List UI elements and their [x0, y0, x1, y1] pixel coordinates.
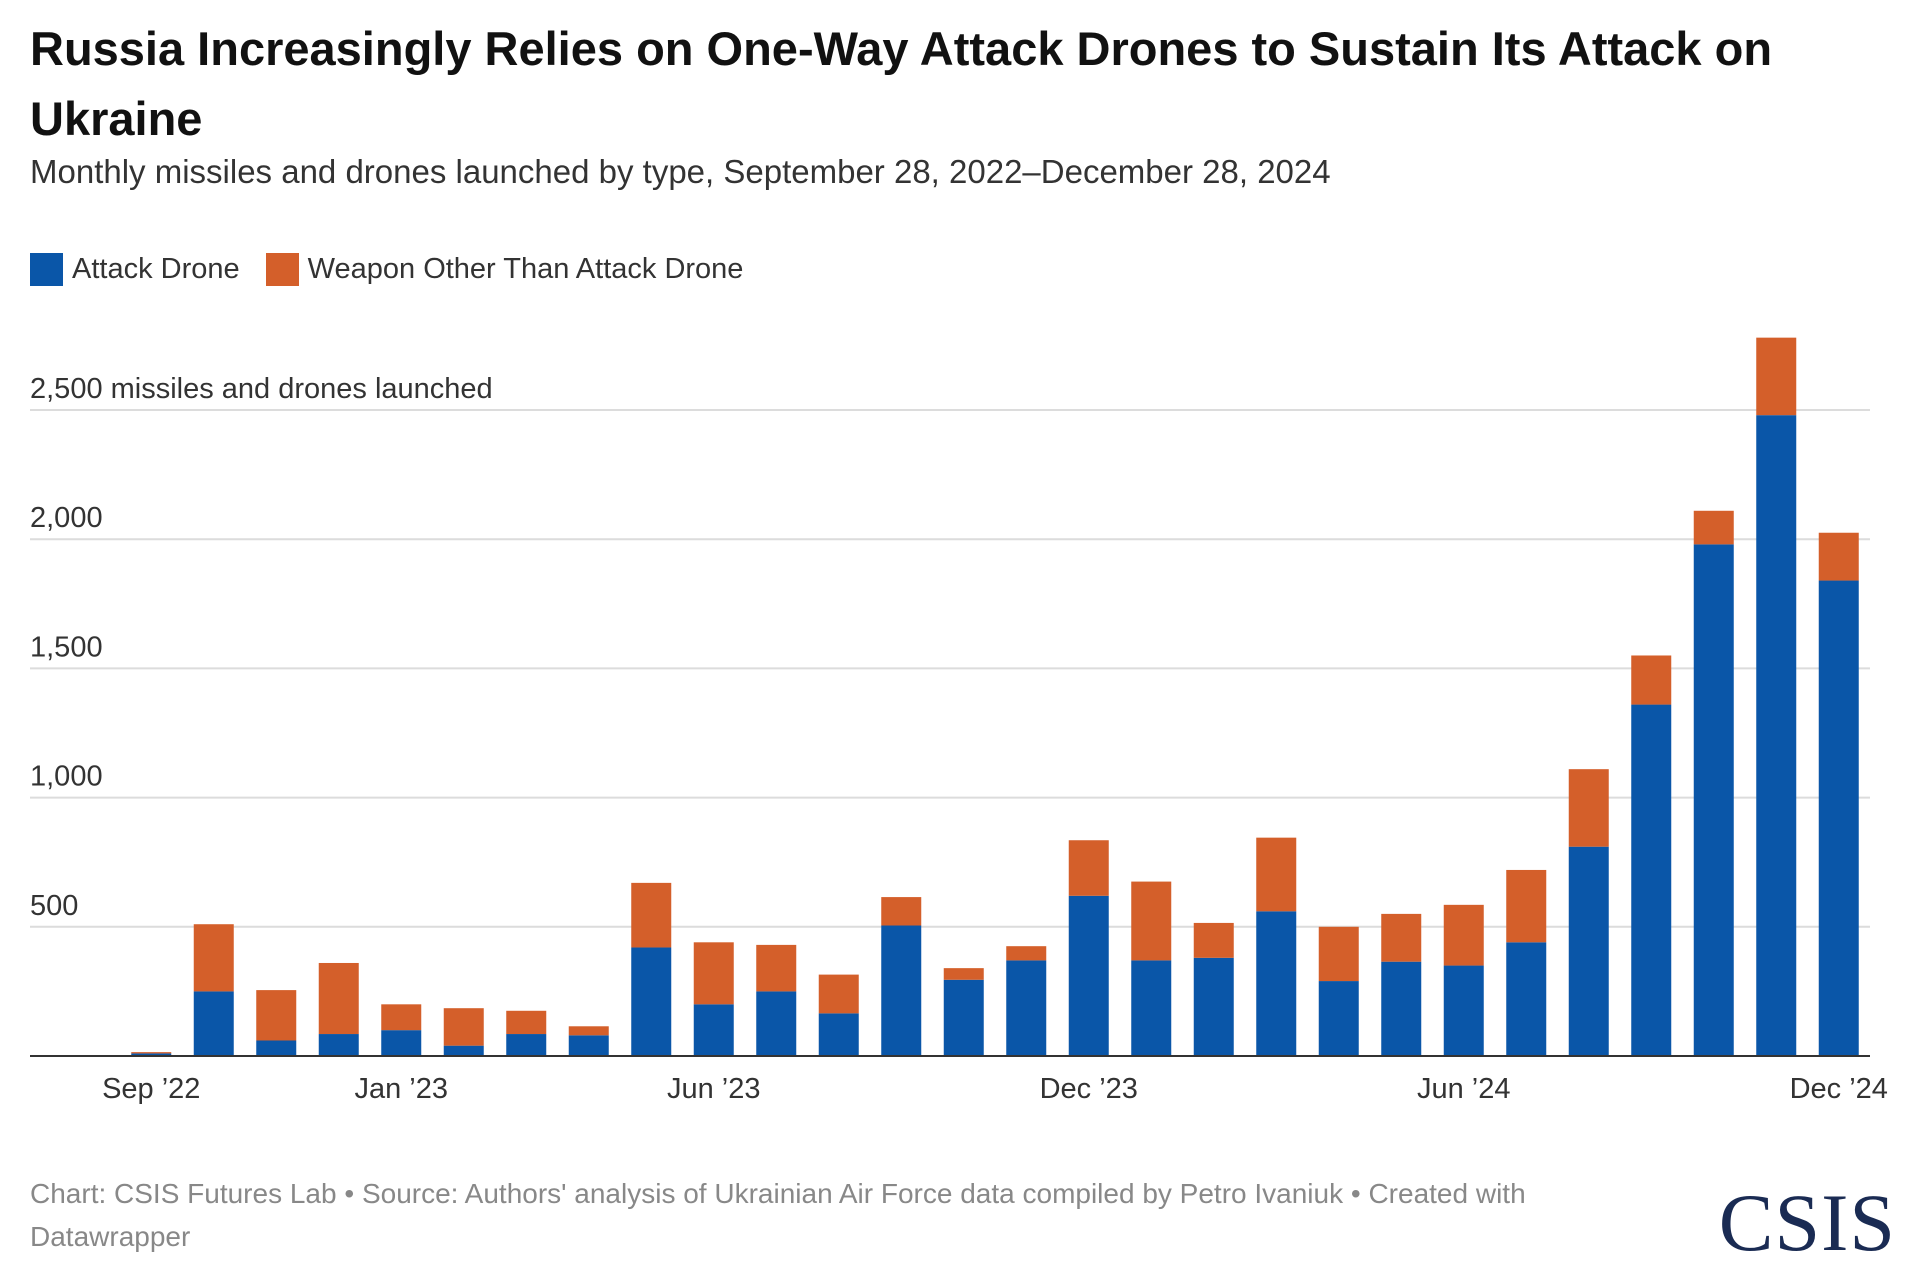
y-tick-label: 2,000	[30, 502, 103, 534]
bar-attack-drone	[1693, 544, 1734, 1056]
bar-attack-drone	[756, 991, 797, 1056]
legend-item-attack-drone: Attack Drone	[30, 253, 240, 286]
bar-other-weapon	[1318, 926, 1359, 982]
bar-other-weapon	[506, 1010, 547, 1035]
bar-other-weapon	[256, 990, 297, 1041]
bar-other-weapon	[1818, 532, 1859, 581]
stacked-bar-chart: 500 1,000 1,500 2,000 2,500 missiles and dro…	[30, 337, 1888, 1105]
y-tick-label: 2,500 missiles and drones launched	[30, 373, 493, 405]
bar-other-weapon	[1068, 840, 1109, 896]
bar-other-weapon	[381, 1004, 422, 1031]
x-tick-label: Jun ’24	[1417, 1073, 1511, 1105]
bar-attack-drone	[1381, 961, 1422, 1056]
bar-other-weapon	[693, 942, 734, 1005]
y-tick-label: 1,500	[30, 631, 103, 663]
bar-other-weapon	[881, 897, 922, 926]
legend-swatch-attack-drone	[30, 253, 63, 286]
bar-attack-drone	[381, 1030, 422, 1056]
bar-other-weapon	[568, 1026, 609, 1036]
bar-other-weapon	[756, 944, 797, 992]
bar-attack-drone	[818, 1013, 859, 1056]
bar-attack-drone	[568, 1035, 609, 1056]
x-tick-label: Jun ’23	[667, 1073, 761, 1105]
chart-title: Russia Increasingly Relies on One-Way At…	[30, 22, 1773, 145]
bar-attack-drone	[1631, 704, 1672, 1056]
bar-other-weapon	[1193, 922, 1234, 958]
bar-other-weapon	[1381, 913, 1422, 962]
bar-attack-drone	[1756, 415, 1797, 1057]
bar-attack-drone	[1568, 846, 1609, 1056]
bar-other-weapon	[1443, 904, 1484, 966]
bar-other-weapon	[1756, 337, 1797, 416]
bar-attack-drone	[193, 991, 234, 1056]
bar-other-weapon	[131, 1052, 172, 1054]
bar-attack-drone	[631, 947, 672, 1056]
bar-attack-drone	[1318, 981, 1359, 1056]
bar-other-weapon	[1693, 510, 1734, 545]
legend-item-other-weapon: Weapon Other Than Attack Drone	[265, 253, 744, 286]
legend: Attack Drone Weapon Other Than Attack Dr…	[30, 253, 769, 286]
bar-other-weapon	[1131, 881, 1172, 961]
chart-subtitle: Monthly missiles and drones launched by …	[30, 153, 1331, 190]
bar-attack-drone	[693, 1004, 734, 1056]
bar-other-weapon	[1006, 946, 1047, 961]
bar-other-weapon	[631, 882, 672, 948]
x-tick-label: Dec ’23	[1040, 1073, 1138, 1105]
bar-attack-drone	[256, 1040, 297, 1056]
csis-logo: CSIS	[1718, 1177, 1896, 1268]
x-tick-label: Jan ’23	[354, 1073, 448, 1105]
legend-label-other-weapon: Weapon Other Than Attack Drone	[307, 253, 744, 285]
bar-other-weapon	[1506, 869, 1547, 943]
bar-attack-drone	[1068, 895, 1109, 1056]
bar-attack-drone	[443, 1045, 484, 1056]
y-tick-label: 1,000	[30, 761, 103, 793]
bar-other-weapon	[193, 924, 234, 992]
bar-other-weapon	[318, 962, 359, 1035]
legend-swatch-other-weapon	[265, 253, 299, 286]
bar-other-weapon	[818, 974, 859, 1014]
bar-attack-drone	[1818, 580, 1859, 1056]
bar-attack-drone	[881, 925, 922, 1056]
bar-attack-drone	[506, 1034, 547, 1056]
bar-other-weapon	[1631, 655, 1672, 705]
bar-attack-drone	[1256, 911, 1297, 1056]
bar-attack-drone	[1506, 942, 1547, 1056]
bar-other-weapon	[443, 1008, 484, 1046]
bar-other-weapon	[943, 968, 984, 980]
bar-attack-drone	[1131, 960, 1172, 1056]
bar-attack-drone	[1443, 965, 1484, 1056]
legend-label-attack-drone: Attack Drone	[72, 253, 240, 285]
bar-attack-drone	[131, 1053, 172, 1056]
bar-attack-drone	[1006, 960, 1047, 1056]
x-tick-label: Dec ’24	[1790, 1073, 1888, 1105]
bar-other-weapon	[1256, 837, 1297, 912]
bar-other-weapon	[1568, 769, 1609, 847]
x-tick-label: Sep ’22	[102, 1073, 200, 1105]
bar-attack-drone	[318, 1034, 359, 1056]
bar-attack-drone	[943, 979, 984, 1056]
bar-attack-drone	[1193, 957, 1234, 1056]
chart-source-footer: Chart: CSIS Futures Lab • Source: Author…	[30, 1178, 1526, 1252]
y-tick-label: 500	[30, 890, 78, 922]
